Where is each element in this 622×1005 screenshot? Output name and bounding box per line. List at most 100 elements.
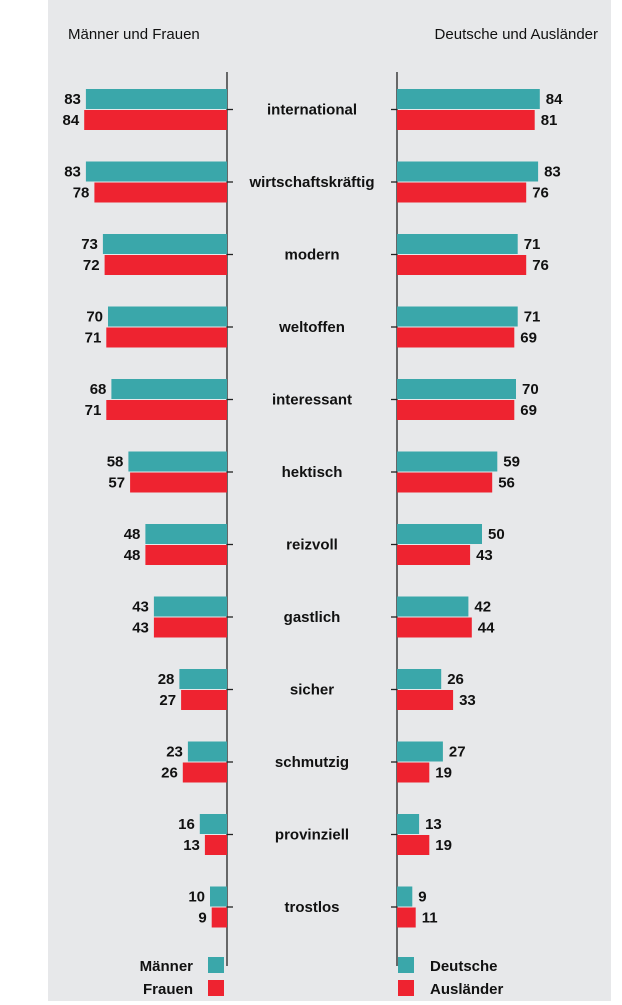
legend-swatch-männer bbox=[208, 957, 224, 973]
value-label-ausländer: 44 bbox=[478, 620, 495, 637]
bar-frauen bbox=[130, 473, 227, 493]
category-label: schmutzig bbox=[275, 754, 349, 771]
category-label: reizvoll bbox=[286, 537, 338, 554]
bar-deutsche bbox=[397, 597, 468, 617]
category-label: weltoffen bbox=[278, 319, 345, 336]
value-label-deutsche: 26 bbox=[447, 671, 464, 688]
bar-ausländer bbox=[397, 618, 472, 638]
value-label-deutsche: 13 bbox=[425, 816, 442, 833]
legend-swatch-ausländer bbox=[398, 980, 414, 996]
right-panel-title: Deutsche und Ausländer bbox=[435, 26, 598, 43]
value-label-ausländer: 43 bbox=[476, 547, 493, 564]
bar-frauen bbox=[205, 835, 227, 855]
bar-deutsche bbox=[397, 669, 441, 689]
bar-männer bbox=[103, 234, 227, 254]
value-label-männer: 28 bbox=[158, 671, 175, 688]
bar-ausländer bbox=[397, 328, 514, 348]
bar-männer bbox=[154, 597, 227, 617]
bar-männer bbox=[128, 452, 227, 472]
category-label: gastlich bbox=[284, 609, 341, 626]
bar-ausländer bbox=[397, 400, 514, 420]
bar-frauen bbox=[181, 690, 227, 710]
value-label-frauen: 27 bbox=[159, 692, 176, 709]
bar-männer bbox=[188, 742, 227, 762]
bar-frauen bbox=[105, 255, 227, 275]
value-label-frauen: 71 bbox=[85, 330, 102, 347]
value-label-ausländer: 76 bbox=[532, 185, 549, 202]
value-label-deutsche: 50 bbox=[488, 526, 505, 543]
value-label-ausländer: 19 bbox=[435, 765, 452, 782]
value-label-frauen: 48 bbox=[124, 547, 141, 564]
value-label-männer: 16 bbox=[178, 816, 195, 833]
value-label-männer: 83 bbox=[64, 91, 81, 108]
value-label-ausländer: 69 bbox=[520, 330, 537, 347]
bar-deutsche bbox=[397, 162, 538, 182]
bar-frauen bbox=[183, 763, 227, 783]
bar-frauen bbox=[145, 545, 227, 565]
bar-ausländer bbox=[397, 763, 429, 783]
bar-deutsche bbox=[397, 379, 516, 399]
category-label: interessant bbox=[272, 392, 352, 409]
bar-männer bbox=[179, 669, 227, 689]
value-label-männer: 83 bbox=[64, 164, 81, 181]
value-label-männer: 10 bbox=[188, 889, 205, 906]
category-label: provinziell bbox=[275, 827, 349, 844]
value-label-ausländer: 76 bbox=[532, 257, 549, 274]
left-panel-title: Männer und Frauen bbox=[68, 26, 200, 43]
value-label-frauen: 26 bbox=[161, 765, 178, 782]
bar-frauen bbox=[106, 400, 227, 420]
bar-deutsche bbox=[397, 814, 419, 834]
bar-ausländer bbox=[397, 835, 429, 855]
bar-ausländer bbox=[397, 255, 526, 275]
value-label-ausländer: 11 bbox=[422, 910, 438, 927]
category-label: international bbox=[267, 102, 357, 119]
bar-deutsche bbox=[397, 452, 497, 472]
legend-label-ausländer: Ausländer bbox=[430, 981, 504, 998]
bar-deutsche bbox=[397, 887, 412, 907]
category-label: sicher bbox=[290, 682, 334, 699]
legend-label-männer: Männer bbox=[140, 958, 194, 975]
value-label-deutsche: 27 bbox=[449, 744, 466, 761]
bar-frauen bbox=[154, 618, 227, 638]
value-label-männer: 58 bbox=[107, 454, 124, 471]
value-label-deutsche: 70 bbox=[522, 381, 539, 398]
category-label: modern bbox=[284, 247, 339, 264]
bar-ausländer bbox=[397, 690, 453, 710]
category-label: trostlos bbox=[284, 899, 339, 916]
bar-ausländer bbox=[397, 908, 416, 928]
bar-frauen bbox=[84, 110, 227, 130]
value-label-frauen: 84 bbox=[63, 112, 80, 129]
value-label-männer: 68 bbox=[90, 381, 107, 398]
value-label-frauen: 43 bbox=[132, 620, 149, 637]
bar-deutsche bbox=[397, 524, 482, 544]
category-label: wirtschaftskräftig bbox=[248, 174, 374, 191]
value-label-frauen: 78 bbox=[73, 185, 90, 202]
value-label-deutsche: 42 bbox=[474, 599, 491, 616]
legend-swatch-frauen bbox=[208, 980, 224, 996]
bar-ausländer bbox=[397, 545, 470, 565]
value-label-ausländer: 69 bbox=[520, 402, 537, 419]
value-label-männer: 73 bbox=[81, 236, 98, 253]
bar-männer bbox=[200, 814, 227, 834]
bar-deutsche bbox=[397, 742, 443, 762]
bar-männer bbox=[86, 89, 227, 109]
bar-männer bbox=[86, 162, 227, 182]
bar-deutsche bbox=[397, 307, 518, 327]
bar-männer bbox=[111, 379, 227, 399]
value-label-ausländer: 81 bbox=[541, 112, 558, 129]
value-label-deutsche: 71 bbox=[524, 236, 541, 253]
value-label-ausländer: 19 bbox=[435, 837, 452, 854]
value-label-frauen: 13 bbox=[183, 837, 200, 854]
value-label-männer: 70 bbox=[86, 309, 103, 326]
value-label-deutsche: 71 bbox=[524, 309, 541, 326]
bar-deutsche bbox=[397, 234, 518, 254]
value-label-deutsche: 84 bbox=[546, 91, 563, 108]
value-label-frauen: 57 bbox=[108, 475, 125, 492]
bar-ausländer bbox=[397, 110, 535, 130]
legend-label-frauen: Frauen bbox=[143, 981, 193, 998]
bar-männer bbox=[145, 524, 227, 544]
legend-label-deutsche: Deutsche bbox=[430, 958, 498, 975]
bar-männer bbox=[108, 307, 227, 327]
bar-frauen bbox=[94, 183, 227, 203]
